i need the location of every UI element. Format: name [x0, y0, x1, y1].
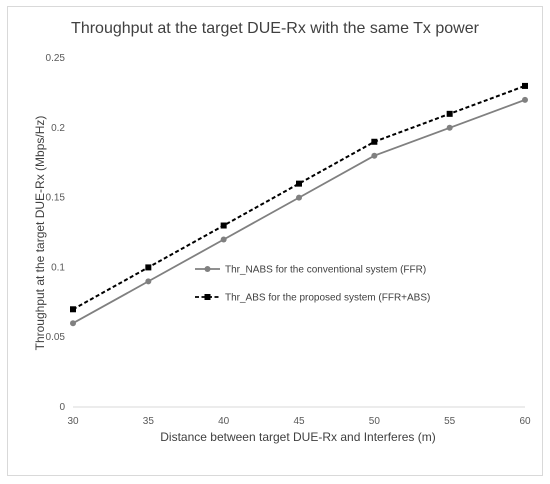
data-point	[145, 264, 152, 271]
y-axis-title: Throughput at the target DUE-Rx (Mbps/Hz…	[33, 116, 47, 351]
legend-label: Thr_ABS for the proposed system (FFR+ABS…	[225, 293, 430, 304]
y-tick-label: 0.25	[46, 53, 66, 64]
x-tick-label: 60	[519, 416, 531, 427]
legend-item: Thr_NABS for the conventional system (FF…	[195, 265, 426, 276]
series-2	[70, 82, 528, 313]
legend-label: Thr_NABS for the conventional system (FF…	[225, 265, 426, 276]
x-tick-label: 55	[444, 416, 456, 427]
legend: Thr_NABS for the conventional system (FF…	[195, 265, 430, 304]
chart-title: Throughput at the target DUE-Rx with the…	[71, 20, 480, 37]
series-1	[70, 96, 528, 327]
y-tick-label: 0.15	[46, 193, 66, 204]
data-point	[220, 222, 227, 229]
series-line	[72, 99, 526, 324]
y-axis-ticks: 0 0.05 0.1 0.15 0.2 0.25	[46, 53, 66, 413]
x-axis-title: Distance between target DUE-Rx and Inter…	[160, 430, 435, 444]
data-point	[296, 180, 302, 187]
x-tick-label: 50	[369, 416, 381, 427]
data-point	[296, 194, 302, 201]
y-tick-label: 0.1	[51, 262, 65, 273]
data-point	[145, 278, 152, 285]
x-tick-label: 30	[67, 416, 79, 427]
legend-marker	[204, 266, 211, 272]
y-tick-label: 0.2	[51, 123, 65, 134]
chart-frame	[7, 6, 543, 476]
legend-marker	[204, 294, 211, 300]
data-point	[220, 236, 227, 243]
legend-item: Thr_ABS for the proposed system (FFR+ABS…	[195, 293, 430, 304]
x-tick-label: 45	[293, 416, 305, 427]
y-tick-label: 0.05	[46, 332, 66, 343]
x-tick-label: 40	[218, 416, 230, 427]
data-point	[70, 306, 76, 313]
data-point	[522, 82, 528, 89]
data-point	[371, 152, 378, 159]
data-point	[371, 138, 378, 145]
x-tick-label: 35	[143, 416, 155, 427]
data-point	[446, 110, 453, 117]
data-point	[446, 124, 453, 131]
x-axis-ticks: 30 35 40 45 50 55 60	[67, 416, 531, 427]
y-tick-label: 0	[59, 402, 65, 413]
series-layer	[70, 82, 528, 327]
data-point	[70, 320, 76, 327]
data-point	[522, 96, 528, 103]
